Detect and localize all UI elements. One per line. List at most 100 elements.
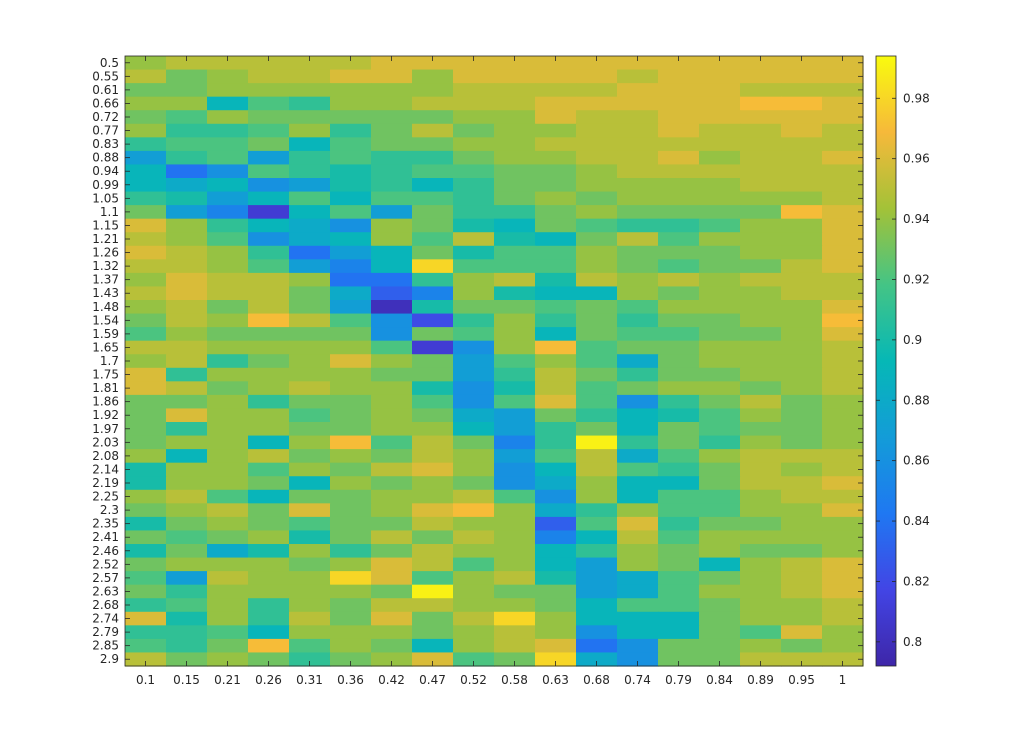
y-tick-label: 2.03 [92, 435, 119, 449]
heatmap-cell [494, 191, 536, 206]
heatmap-cell [658, 354, 700, 369]
heatmap-cell [822, 557, 864, 572]
heatmap-cell [125, 435, 167, 450]
x-tick-label: 0.52 [460, 673, 487, 687]
heatmap-cell [535, 625, 577, 640]
heatmap-cell [740, 557, 782, 572]
heatmap-cell [125, 598, 167, 613]
heatmap-cell [781, 611, 823, 626]
x-tick-label: 0.47 [419, 673, 446, 687]
heatmap-cell [412, 205, 454, 220]
heatmap-cell [740, 123, 782, 138]
heatmap-cell [453, 272, 495, 288]
heatmap-cell [125, 544, 167, 559]
heatmap-cell [166, 598, 208, 613]
heatmap-cell [371, 178, 413, 193]
heatmap-cell [535, 367, 577, 382]
heatmap-cell [781, 557, 823, 572]
heatmap-cell [535, 422, 577, 437]
heatmap-cell [330, 96, 372, 111]
heatmap-cell [658, 489, 700, 504]
heatmap-cell [125, 354, 167, 369]
heatmap-cell [658, 56, 700, 71]
heatmap-cell [699, 259, 741, 274]
heatmap-cell [248, 69, 290, 84]
heatmap-cell [330, 422, 372, 437]
x-tick-label: 0.95 [788, 673, 815, 687]
heatmap-cell [289, 584, 331, 599]
heatmap-cell [535, 652, 577, 667]
heatmap-cell [781, 178, 823, 193]
heatmap-cell [535, 449, 577, 464]
heatmap-cell [535, 123, 577, 138]
heatmap-cell [371, 164, 413, 179]
heatmap-cell [330, 137, 372, 152]
heatmap-cell [330, 205, 372, 220]
heatmap-cell [166, 218, 208, 233]
heatmap-cell [822, 286, 864, 301]
heatmap-cell [412, 137, 454, 152]
heatmap-cell [248, 110, 290, 125]
heatmap-cell [330, 56, 372, 71]
y-tick-label: 1.21 [92, 232, 119, 246]
heatmap-cell [494, 503, 536, 518]
heatmap-cell [494, 584, 536, 599]
heatmap-cell [658, 571, 700, 586]
y-tick-label: 1.97 [92, 422, 119, 436]
heatmap-cell [576, 598, 618, 613]
heatmap-cell [617, 191, 659, 206]
x-tick-label: 0.15 [173, 673, 200, 687]
heatmap-cell [740, 245, 782, 260]
colorbar-tick-label: 0.8 [903, 635, 922, 649]
colorbar-tick-label: 0.94 [903, 212, 930, 226]
heatmap-cell [125, 56, 167, 71]
y-tick-label: 2.57 [92, 571, 119, 585]
heatmap-cell [699, 544, 741, 559]
heatmap-cell [289, 313, 331, 328]
heatmap-cell [207, 123, 249, 138]
heatmap-cell [125, 245, 167, 260]
heatmap-cell [781, 516, 823, 532]
heatmap-cell [207, 652, 249, 667]
heatmap-cell [576, 232, 618, 247]
heatmap-cell [535, 503, 577, 518]
heatmap-cell [576, 69, 618, 84]
heatmap-cell [207, 340, 249, 355]
heatmap-cell [166, 96, 208, 111]
heatmap-cell [781, 137, 823, 152]
heatmap-cell [740, 638, 782, 654]
y-tick-label: 0.5 [100, 56, 119, 70]
heatmap-cell [453, 56, 495, 71]
heatmap-cell [740, 503, 782, 518]
heatmap-cell [699, 286, 741, 301]
heatmap-cell [207, 83, 249, 98]
heatmap-cell [617, 652, 659, 667]
heatmap-cell [781, 340, 823, 355]
heatmap-cell [699, 69, 741, 84]
heatmap-cell [207, 584, 249, 599]
heatmap-cell [822, 367, 864, 382]
heatmap-cell [453, 123, 495, 138]
heatmap-cell [371, 110, 413, 125]
heatmap-cell [740, 164, 782, 179]
heatmap-cell [658, 422, 700, 437]
heatmap-cell [330, 286, 372, 301]
heatmap-cell [248, 137, 290, 152]
x-tick-label: 0.36 [337, 673, 364, 687]
heatmap-cell [207, 96, 249, 111]
heatmap-cell [535, 137, 577, 152]
heatmap-cell [658, 110, 700, 125]
heatmap-cell [535, 435, 577, 450]
heatmap-cell [166, 571, 208, 586]
heatmap-cell [453, 313, 495, 328]
heatmap-cell [658, 340, 700, 355]
heatmap-cell [453, 544, 495, 559]
heatmap-cell [658, 232, 700, 247]
heatmap-cell [535, 530, 577, 545]
heatmap-cell [166, 69, 208, 84]
heatmap-cell [576, 218, 618, 233]
heatmap-cell [166, 476, 208, 491]
heatmap-cell [535, 557, 577, 572]
heatmap-cell [289, 56, 331, 71]
heatmap-cell [207, 381, 249, 396]
